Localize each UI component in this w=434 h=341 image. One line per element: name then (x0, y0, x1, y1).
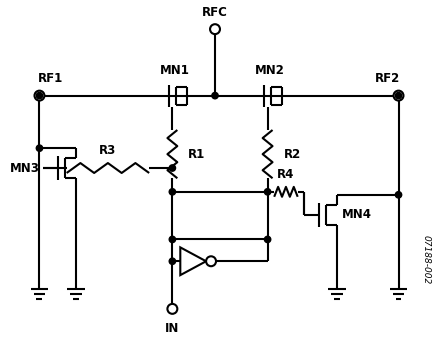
Circle shape (206, 256, 216, 266)
Text: MN3: MN3 (10, 162, 39, 175)
Circle shape (169, 258, 175, 264)
Circle shape (210, 24, 220, 34)
Circle shape (395, 192, 401, 198)
Circle shape (167, 304, 177, 314)
Circle shape (169, 189, 175, 195)
Circle shape (395, 92, 401, 99)
Circle shape (169, 165, 175, 171)
Circle shape (34, 91, 44, 101)
Text: RF2: RF2 (375, 72, 400, 85)
Text: 07188-002: 07188-002 (421, 235, 430, 284)
Text: MN4: MN4 (341, 208, 371, 221)
Text: IN: IN (165, 322, 179, 335)
Text: RFC: RFC (202, 6, 227, 19)
Text: R1: R1 (188, 148, 205, 161)
Text: R3: R3 (99, 144, 116, 157)
Text: RF1: RF1 (37, 72, 62, 85)
Circle shape (264, 189, 270, 195)
Text: R2: R2 (283, 148, 300, 161)
Circle shape (169, 236, 175, 242)
Text: MN2: MN2 (254, 64, 284, 77)
Circle shape (264, 236, 270, 242)
Text: MN1: MN1 (159, 64, 189, 77)
Text: R4: R4 (276, 168, 294, 181)
Circle shape (36, 145, 43, 151)
Circle shape (393, 91, 403, 101)
Circle shape (211, 92, 218, 99)
Polygon shape (180, 247, 206, 275)
Circle shape (36, 92, 43, 99)
